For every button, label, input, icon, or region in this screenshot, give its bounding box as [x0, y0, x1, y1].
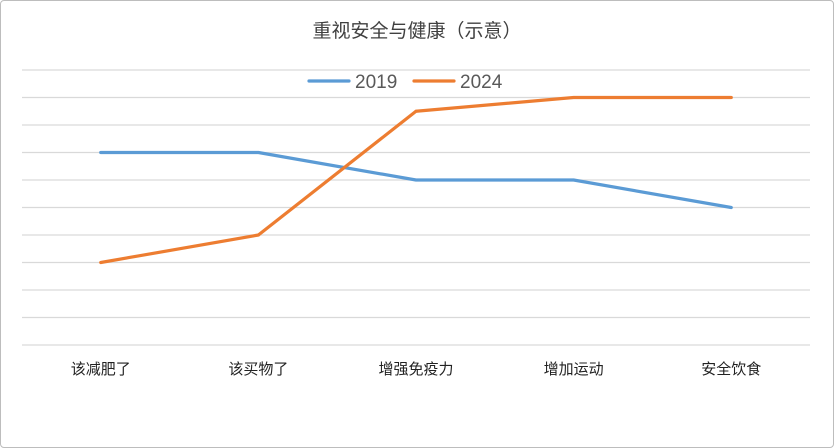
- data-point-2024: [256, 233, 260, 237]
- data-point-2019: [99, 151, 103, 154]
- data-point-2024: [572, 96, 576, 99]
- legend-label: 2024: [460, 72, 503, 93]
- x-tick-label: 安全饮食: [701, 360, 761, 378]
- x-tick-label: 该减肥了: [71, 360, 131, 378]
- legend-item-2019: 2019: [307, 72, 397, 93]
- data-point-2019: [572, 178, 576, 182]
- data-point-2024: [99, 261, 103, 264]
- legend-item-2024: 2024: [412, 72, 503, 93]
- data-point-2019: [729, 206, 733, 209]
- legend-label: 2019: [355, 72, 397, 93]
- x-tick-label: 增强免疫力: [378, 360, 453, 378]
- data-point-2019: [256, 151, 260, 154]
- x-tick-label: 增加运动: [544, 360, 604, 378]
- data-point-2024: [414, 109, 418, 113]
- data-point-2024: [729, 96, 733, 99]
- data-point-2019: [414, 178, 418, 182]
- x-tick-label: 该买物了: [228, 360, 288, 378]
- chart-title: 重视安全与健康（示意）: [312, 20, 521, 42]
